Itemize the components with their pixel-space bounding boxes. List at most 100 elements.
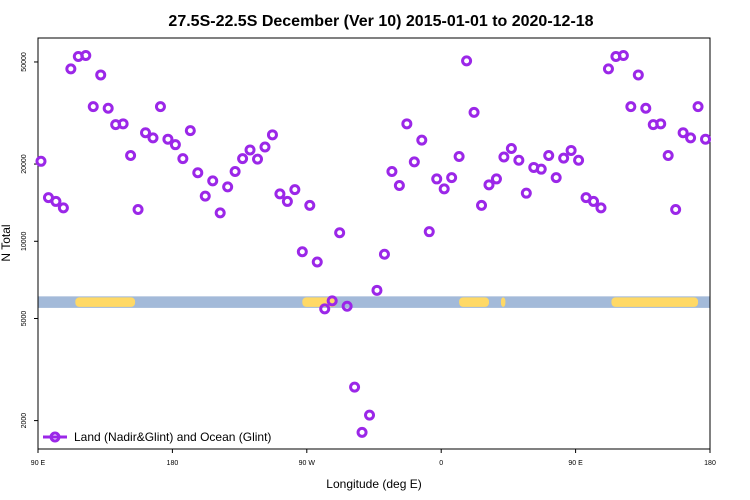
data-point bbox=[453, 151, 465, 163]
data-point bbox=[498, 151, 510, 163]
data-point bbox=[266, 129, 278, 141]
data-point bbox=[378, 248, 390, 260]
data-point bbox=[513, 154, 525, 166]
data-point bbox=[125, 149, 137, 161]
data-point bbox=[640, 102, 652, 114]
data-point bbox=[341, 300, 353, 312]
data-point bbox=[35, 155, 47, 167]
data-point bbox=[632, 69, 644, 81]
data-point bbox=[184, 125, 196, 137]
data-point bbox=[222, 181, 234, 193]
data-point bbox=[468, 106, 480, 118]
y-tick-label: 2000 bbox=[21, 413, 28, 429]
data-point bbox=[565, 144, 577, 156]
data-point bbox=[289, 184, 301, 196]
data-point bbox=[334, 227, 346, 239]
data-point bbox=[573, 154, 585, 166]
data-point bbox=[364, 409, 376, 421]
data-point bbox=[102, 102, 114, 114]
data-point bbox=[520, 187, 532, 199]
data-point bbox=[438, 183, 450, 195]
legend-label: Land (Nadir&Glint) and Ocean (Glint) bbox=[74, 430, 271, 444]
data-point bbox=[677, 127, 689, 139]
data-point bbox=[386, 166, 398, 178]
data-point bbox=[692, 101, 704, 113]
data-point bbox=[655, 118, 667, 130]
data-point bbox=[550, 172, 562, 184]
data-point bbox=[177, 153, 189, 165]
plot-frame bbox=[37, 37, 711, 450]
data-point bbox=[244, 144, 256, 156]
data-point bbox=[431, 173, 443, 185]
data-point bbox=[483, 179, 495, 191]
data-point bbox=[670, 204, 682, 216]
data-point bbox=[685, 132, 697, 144]
data-point bbox=[140, 127, 152, 139]
data-point bbox=[625, 101, 637, 113]
y-tick-label: 10000 bbox=[21, 231, 28, 251]
data-point bbox=[199, 190, 211, 202]
x-tick-label: 0 bbox=[439, 460, 443, 467]
data-point bbox=[50, 195, 62, 207]
data-point bbox=[147, 132, 159, 144]
data-point bbox=[237, 153, 249, 165]
data-point bbox=[65, 63, 77, 75]
chart-title: 27.5S-22.5S December (Ver 10) 2015-01-01… bbox=[168, 13, 593, 30]
data-point bbox=[252, 153, 264, 165]
data-point bbox=[169, 139, 181, 151]
data-point bbox=[154, 101, 166, 113]
legend-marker bbox=[49, 431, 61, 443]
data-point bbox=[535, 163, 547, 175]
data-point bbox=[700, 133, 712, 145]
surface-band bbox=[38, 296, 710, 308]
data-point bbox=[162, 133, 174, 145]
data-point bbox=[490, 173, 502, 185]
y-axis-label: N Total bbox=[0, 224, 13, 261]
data-point bbox=[423, 226, 435, 238]
data-point bbox=[259, 141, 271, 153]
data-point bbox=[229, 166, 241, 178]
x-tick-label: 90 W bbox=[299, 460, 316, 467]
data-point bbox=[326, 295, 338, 307]
legend: Land (Nadir&Glint) and Ocean (Glint) bbox=[43, 430, 271, 444]
y-tick-label: 5000 bbox=[21, 311, 28, 327]
data-point bbox=[356, 426, 368, 438]
x-axis: 90 E 180 90 W 0 90 E 180 bbox=[31, 449, 716, 467]
x-tick-label: 180 bbox=[167, 460, 179, 467]
data-point bbox=[80, 49, 92, 61]
y-tick-label: 50000 bbox=[21, 52, 28, 72]
data-point bbox=[446, 172, 458, 184]
data-point bbox=[311, 256, 323, 268]
data-point bbox=[662, 149, 674, 161]
land-band-segment bbox=[75, 297, 136, 307]
data-point bbox=[132, 204, 144, 216]
data-point bbox=[543, 149, 555, 161]
x-tick-label: 90 E bbox=[568, 460, 583, 467]
data-point bbox=[408, 156, 420, 168]
data-point bbox=[393, 179, 405, 191]
y-tick-label: 20000 bbox=[21, 154, 28, 174]
data-point bbox=[281, 195, 293, 207]
data-point bbox=[117, 118, 129, 130]
x-tick-label: 90 E bbox=[31, 460, 46, 467]
data-point bbox=[296, 246, 308, 258]
data-point bbox=[214, 207, 226, 219]
data-point bbox=[57, 202, 69, 214]
data-point bbox=[349, 381, 361, 393]
data-point bbox=[274, 188, 286, 200]
data-point bbox=[207, 175, 219, 187]
data-point bbox=[558, 152, 570, 164]
data-point bbox=[505, 142, 517, 154]
land-band-segment bbox=[500, 297, 506, 307]
data-point bbox=[602, 63, 614, 75]
land-band-segment bbox=[459, 297, 489, 307]
x-axis-label: Longitude (deg E) bbox=[326, 477, 421, 491]
data-point bbox=[588, 195, 600, 207]
data-point bbox=[401, 118, 413, 130]
data-point bbox=[95, 69, 107, 81]
land-band-segment bbox=[611, 297, 699, 307]
ocean-band bbox=[38, 296, 710, 308]
data-point bbox=[461, 55, 473, 67]
data-point bbox=[192, 167, 204, 179]
